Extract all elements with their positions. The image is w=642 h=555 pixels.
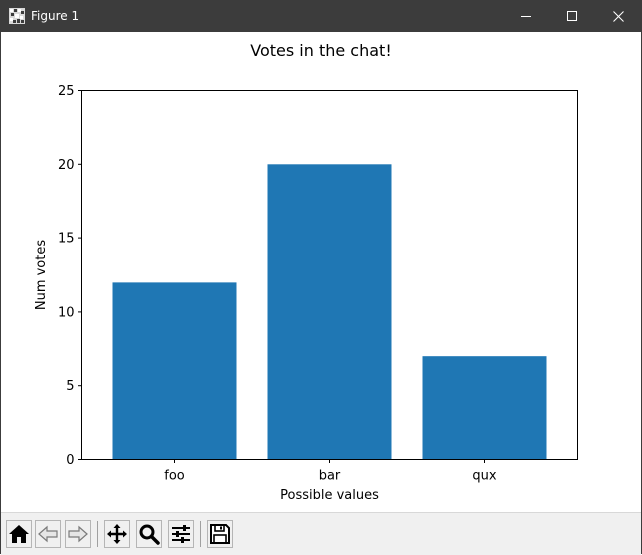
y-tick-label: 20 bbox=[58, 158, 75, 173]
close-icon bbox=[613, 11, 624, 22]
navigation-toolbar bbox=[1, 512, 641, 555]
window-title: Figure 1 bbox=[31, 9, 80, 23]
pan-icon bbox=[107, 524, 127, 544]
y-tick-label: 15 bbox=[58, 232, 75, 247]
x-tick-label: bar bbox=[319, 469, 341, 484]
x-tick-label: qux bbox=[472, 469, 496, 484]
matplotlib-figure-icon bbox=[9, 8, 25, 24]
figure-canvas[interactable]: Votes in the chat! 0 5 10 15 20 25 foo bar qux … bbox=[1, 32, 641, 512]
forward-arrow-icon bbox=[68, 525, 88, 543]
minimize-icon bbox=[521, 16, 531, 17]
y-tick-label: 25 bbox=[58, 84, 75, 99]
x-axis-label: Possible values bbox=[280, 488, 379, 503]
configure-subplots-button[interactable] bbox=[168, 520, 194, 548]
toolbar-separator bbox=[97, 521, 98, 547]
title-bar[interactable]: Figure 1 bbox=[1, 1, 641, 32]
bar-bar bbox=[267, 164, 392, 460]
bar-foo bbox=[112, 282, 237, 460]
toolbar-separator bbox=[200, 521, 201, 547]
pan-button[interactable] bbox=[104, 520, 130, 548]
chart-title: Votes in the chat! bbox=[250, 41, 391, 60]
home-button[interactable] bbox=[6, 520, 32, 548]
maximize-button[interactable] bbox=[549, 1, 595, 32]
zoom-button[interactable] bbox=[136, 520, 162, 548]
y-tick-label: 5 bbox=[66, 379, 74, 394]
y-tick-label: 0 bbox=[66, 453, 74, 468]
back-button[interactable] bbox=[35, 520, 61, 548]
configure-subplots-icon bbox=[172, 525, 190, 543]
minimize-button[interactable] bbox=[503, 1, 549, 32]
save-icon bbox=[210, 524, 230, 544]
save-button[interactable] bbox=[207, 520, 233, 548]
home-icon bbox=[9, 525, 29, 543]
y-axis-label: Num votes bbox=[34, 240, 49, 311]
bar-qux bbox=[422, 356, 547, 460]
y-tick-label: 10 bbox=[58, 305, 75, 320]
x-tick-label: foo bbox=[164, 469, 185, 484]
maximize-icon bbox=[567, 11, 577, 21]
zoom-icon bbox=[139, 524, 160, 545]
close-button[interactable] bbox=[595, 1, 641, 32]
forward-button[interactable] bbox=[65, 520, 91, 548]
back-arrow-icon bbox=[38, 525, 58, 543]
